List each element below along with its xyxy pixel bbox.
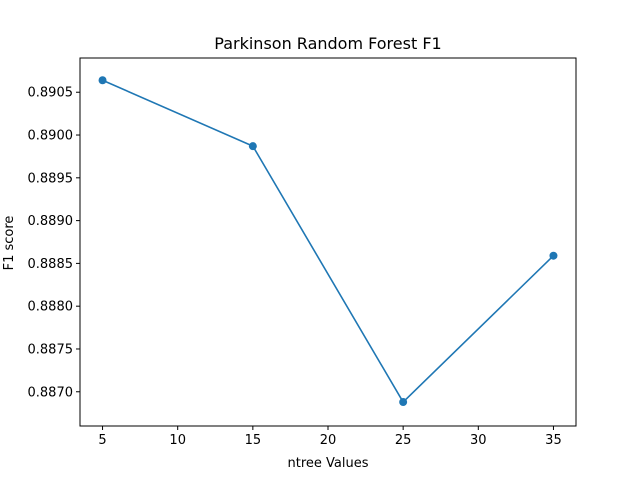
y-tick-label: 0.8885 <box>28 257 74 272</box>
y-tick-label: 0.8880 <box>28 300 74 315</box>
y-tick-label: 0.8895 <box>28 171 74 186</box>
data-point <box>98 76 107 85</box>
data-point <box>248 142 257 151</box>
x-tick-label: 20 <box>320 433 337 448</box>
data-point <box>549 251 558 260</box>
x-tick-label: 15 <box>245 433 262 448</box>
x-axis-title: ntree Values <box>288 456 369 471</box>
y-tick-label: 0.8905 <box>28 86 74 101</box>
y-tick-label: 0.8870 <box>28 385 74 400</box>
data-point <box>399 398 408 407</box>
y-tick-label: 0.8890 <box>28 214 74 229</box>
x-tick-label: 5 <box>98 433 106 448</box>
y-tick-label: 0.8875 <box>28 342 74 357</box>
x-tick-label: 35 <box>545 433 562 448</box>
y-axis-title: F1 score <box>2 216 17 271</box>
x-tick-label: 30 <box>470 433 487 448</box>
x-tick-label: 25 <box>395 433 412 448</box>
chart-title: Parkinson Random Forest F1 <box>214 34 441 53</box>
x-tick-label: 10 <box>169 433 186 448</box>
plot-area: 5 10 15 20 25 30 35 0.8870 0.8875 0.8880 0.8885 0.8… <box>28 57 577 448</box>
series-line <box>102 79 555 403</box>
y-tick-label: 0.8900 <box>28 129 74 144</box>
